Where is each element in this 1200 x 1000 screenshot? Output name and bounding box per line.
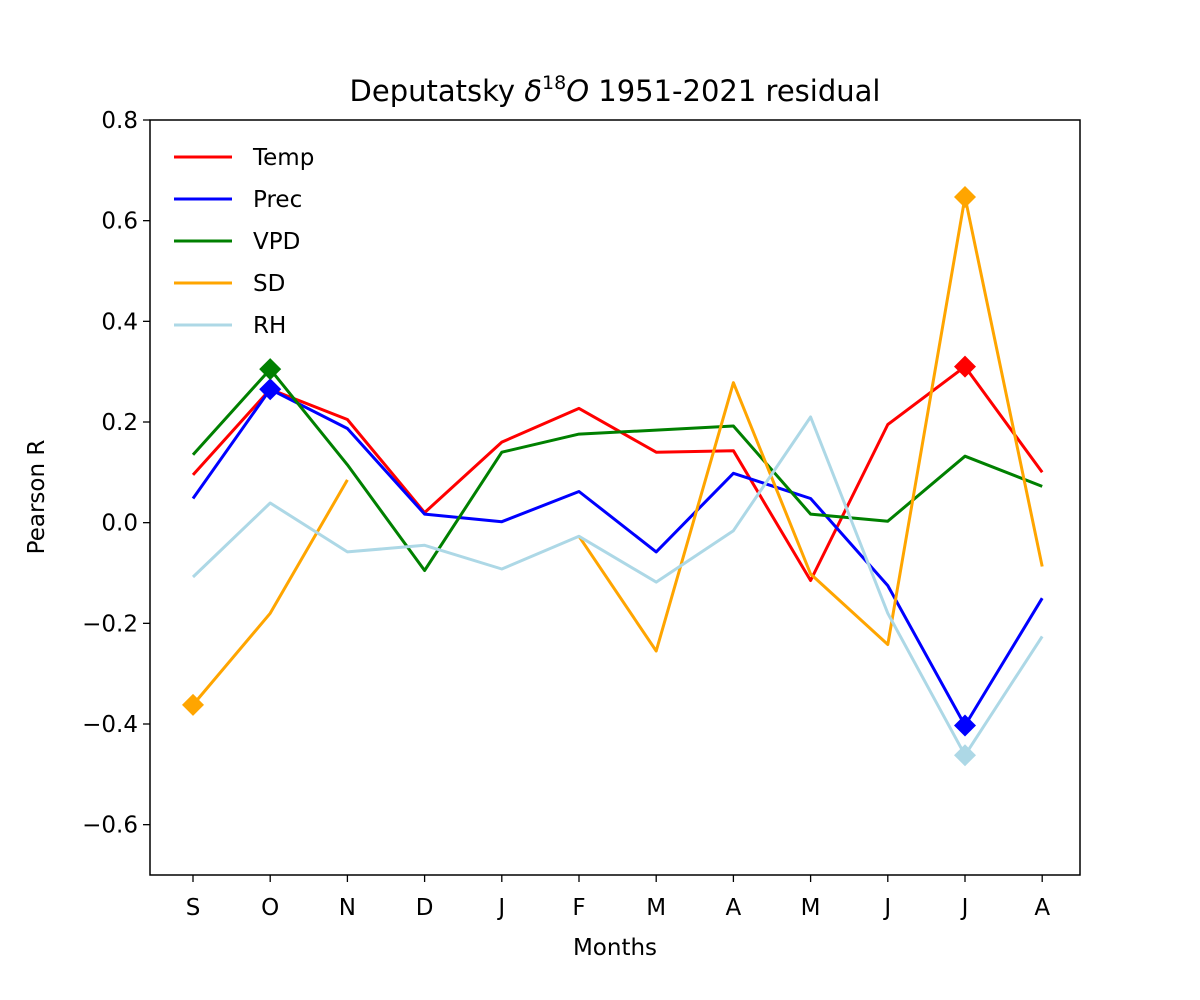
x-tick-label: O — [261, 895, 279, 921]
x-tick-label: M — [646, 895, 666, 921]
y-tick-label: −0.4 — [82, 712, 138, 738]
series-prec — [191, 387, 1044, 727]
marker-vpd — [259, 358, 282, 381]
x-axis-label: Months — [573, 935, 657, 961]
legend-label-vpd: VPD — [253, 229, 300, 255]
y-tick-label: 0.0 — [101, 511, 138, 537]
marker-sd — [182, 693, 204, 716]
series-temp — [191, 365, 1044, 582]
series-line-vpd — [191, 367, 1043, 572]
series-rh — [191, 415, 1044, 757]
y-axis-label: Pearson R — [24, 440, 50, 555]
series-vpd — [191, 367, 1043, 572]
y-tick-label: 0.8 — [101, 108, 138, 134]
chart-title: Deputatsky δ18O 1951-2021 residual — [350, 72, 881, 108]
legend-label-sd: SD — [253, 271, 285, 297]
y-tick-label: 0.4 — [101, 309, 138, 335]
marker-temp — [954, 355, 976, 378]
y-tick-label: −0.6 — [82, 813, 138, 839]
y-tick-label: 0.2 — [101, 410, 138, 436]
x-tick-label: M — [801, 895, 821, 921]
series-line-temp — [191, 365, 1044, 582]
y-axis: −0.6 −0.4 −0.2 0.0 0.2 0.4 0.6 0.8 — [82, 108, 150, 839]
marker-prec — [259, 378, 282, 401]
x-tick-label: J — [882, 895, 891, 921]
x-tick-label: J — [960, 895, 969, 921]
marker-sd — [954, 186, 976, 209]
marker-prec — [954, 714, 976, 737]
plot-series — [182, 186, 1044, 767]
x-tick-label: A — [726, 895, 742, 921]
legend: Temp Prec VPD SD RH — [174, 145, 314, 339]
series-line-rh — [191, 415, 1044, 757]
legend-label-prec: Prec — [253, 187, 302, 213]
x-tick-label: N — [339, 895, 356, 921]
legend-label-temp: Temp — [252, 145, 314, 171]
x-tick-label: F — [572, 895, 585, 921]
x-tick-label: D — [416, 895, 434, 921]
x-tick-label: A — [1034, 895, 1050, 921]
x-tick-label: J — [496, 895, 505, 921]
plot-frame — [149, 119, 1081, 876]
x-tick-label: S — [186, 895, 201, 921]
legend-label-rh: RH — [253, 313, 286, 339]
series-line-prec — [191, 387, 1044, 727]
y-tick-label: −0.2 — [82, 611, 138, 637]
marker-rh — [954, 744, 976, 767]
y-tick-label: 0.6 — [101, 209, 138, 235]
